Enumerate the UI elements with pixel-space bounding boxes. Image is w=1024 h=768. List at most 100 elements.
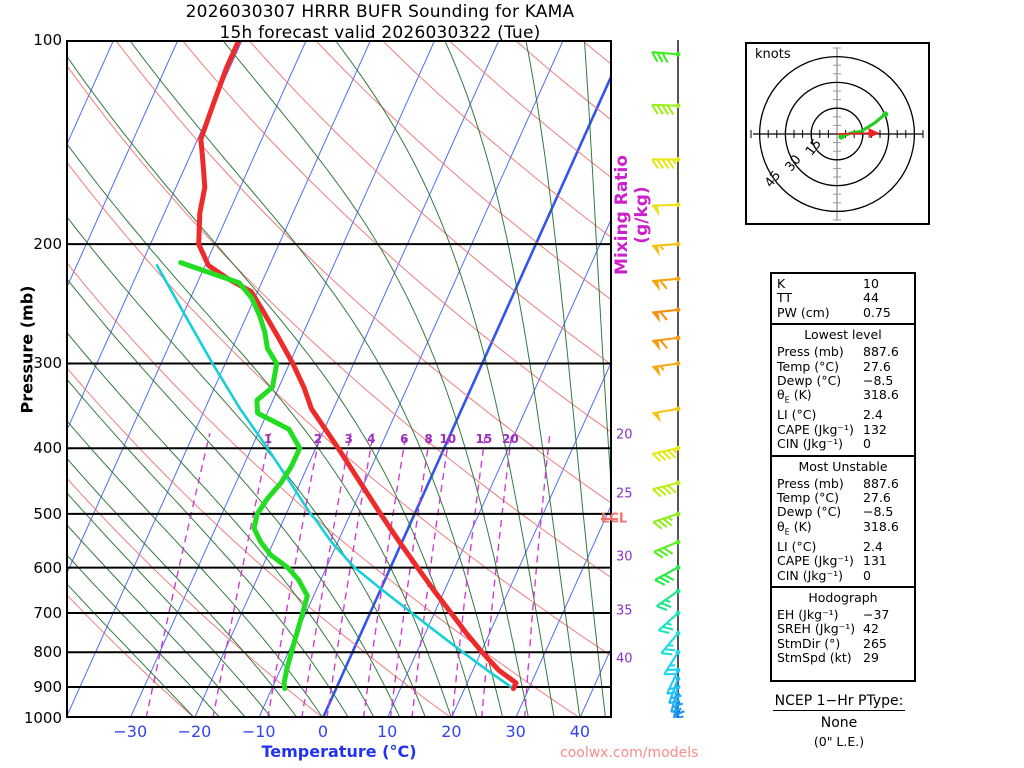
wind-barb [652,406,681,424]
lowest-level-value: 318.6 [863,387,899,403]
mixing-ratio-label-4: 4 [367,432,376,447]
chart-title: 2026030307 HRRR BUFR Sounding for KAMA 1… [0,2,760,44]
ptype-header: NCEP 1−Hr PType: [772,693,906,711]
hodograph-ring-label: 15 [803,137,825,159]
lowest-level-value: 27.6 [863,358,891,374]
lowest-level-value: 887.6 [863,344,899,360]
wind-barb [656,588,681,611]
stat-index-value: 10 [863,276,879,291]
lcl-label: LCL [601,511,628,527]
wind-barb [660,630,681,656]
most-unstable-value: 2.4 [863,538,883,554]
hodograph-stat-row: SREH (Jkg⁻¹) 42 [772,621,914,637]
most-unstable-key: Dewp (°C) [777,504,842,520]
wind-barb [668,676,682,705]
watermark: coolwx.com/models [560,745,699,761]
lowest-level-value: −8.5 [863,373,894,389]
altitude-label-25: 25 [616,486,633,502]
stat-index-row: PW (cm) 0.75 [772,304,914,320]
hodograph-stat-key: StmDir (°) [777,635,841,651]
wind-barb [652,480,681,498]
lowest-level-value: 132 [863,421,887,437]
lowest-level-key: LI (°C) [777,407,817,423]
divider-hodo [772,585,914,588]
most-unstable-value: 131 [863,553,887,569]
lowest-level-rows: Press (mb) 887.6 Temp (°C) 27.6 Dewp (°C) −8.… [772,344,914,451]
hodograph-stat-key: SREH (Jkg⁻¹) [777,621,856,637]
most-unstable-key: θE (K) [777,518,812,537]
most-unstable-row: CIN (Jkg⁻¹) 0 [772,567,914,583]
pressure-tick-600: 600 [33,558,62,577]
wind-barb [666,667,681,695]
stat-index-key: TT [777,290,793,306]
hodograph-stat-key: EH (Jkg⁻¹) [777,606,839,622]
ptype-accumulation: (0" L.E.) [813,734,865,749]
mixing-ratio-label-6: 6 [400,432,409,447]
skewt-plot-frame [66,40,612,718]
mixing-ratio-label-10: 10 [439,432,457,447]
mixing-ratio-label-8: 8 [424,432,433,447]
hodograph-stat-row: EH (Jkg⁻¹) −37 [772,606,914,622]
wind-barb [652,361,681,378]
lowest-level-row: CAPE (Jkg⁻¹) 132 [772,421,914,437]
wind-barb [651,241,681,257]
stat-index-value: 44 [863,290,879,306]
most-unstable-title: Most Unstable [798,458,888,474]
most-unstable-value: −8.5 [863,504,894,520]
mixing-ratio-label-2: 2 [313,432,323,447]
mixing-ratio-label-15: 15 [475,432,493,447]
most-unstable-key: Press (mb) [777,475,844,491]
hodograph-stat-row: StmDir (°) 265 [772,635,914,651]
lowest-level-key: CAPE (Jkg⁻¹) [777,421,854,437]
pressure-tick-900: 900 [33,677,62,696]
altitude-label-40: 40 [616,651,633,667]
stat-index-key: PW (cm) [777,304,830,320]
hodograph-stat-value: −37 [863,606,890,622]
altitude-label-30: 30 [616,549,633,565]
ncep-ptype-block: NCEP 1−Hr PType: None (0" L.E.) [742,690,936,749]
lowest-level-row: θE (K) 318.6 [772,388,914,408]
storm-motion-vector [836,132,872,135]
most-unstable-value: 0 [863,567,871,583]
most-unstable-row: Temp (°C) 27.6 [772,489,914,505]
most-unstable-row: θE (K) 318.6 [772,518,914,540]
stat-index-row: TT 44 [772,290,914,306]
most-unstable-key: CAPE (Jkg⁻¹) [777,553,854,569]
sounding-stats-panel: K 10 TT 44 PW (cm) 0.75 Lowest level Press (m… [770,272,916,682]
hodograph-panel: knots 15 30 45 [745,42,930,225]
most-unstable-key: LI (°C) [777,538,817,554]
pressure-tick-1000: 1000 [23,709,62,727]
mixing-ratio-label-20: 20 [501,432,519,447]
pressure-tick-400: 400 [33,439,62,458]
lowest-level-title: Lowest level [804,327,882,343]
hodograph-stats-title: Hodograph [808,589,878,605]
lowest-level-row: Dewp (°C) −8.5 [772,373,914,389]
altitude-label-20: 20 [616,427,633,443]
lowest-level-key: Press (mb) [777,344,844,360]
most-unstable-value: 27.6 [863,489,891,505]
most-unstable-row: LI (°C) 2.4 [772,538,914,554]
title-line-1: 2026030307 HRRR BUFR Sounding for KAMA [185,2,575,22]
stat-index-key: K [777,276,786,291]
lowest-level-value: 2.4 [863,407,883,423]
mixing-ratio-label-3: 3 [344,432,353,447]
hodograph-stat-key: StmSpd (kt) [777,650,852,666]
lowest-level-row: Press (mb) 887.6 [772,344,914,360]
wind-barb [654,565,681,586]
title-line-2: 15h forecast valid 2026030322 (Tue) [219,23,541,43]
altitude-label-35: 35 [616,603,633,619]
wind-barb-column [651,40,685,718]
skewt-diagram [66,40,612,718]
wind-barb [652,511,681,530]
pressure-tick-300: 300 [33,354,62,373]
wind-barb [651,156,681,169]
lowest-level-row: LI (°C) 2.4 [772,407,914,423]
wind-barb [657,610,681,635]
wind-barb [652,335,681,352]
most-unstable-rows: Press (mb) 887.6 Temp (°C) 27.6 Dewp (°C) −8.… [772,475,914,583]
hodograph-stat-row: StmSpd (kt) 29 [772,650,914,666]
wind-barb [663,649,681,676]
hodograph-stat-value: 42 [863,621,879,637]
